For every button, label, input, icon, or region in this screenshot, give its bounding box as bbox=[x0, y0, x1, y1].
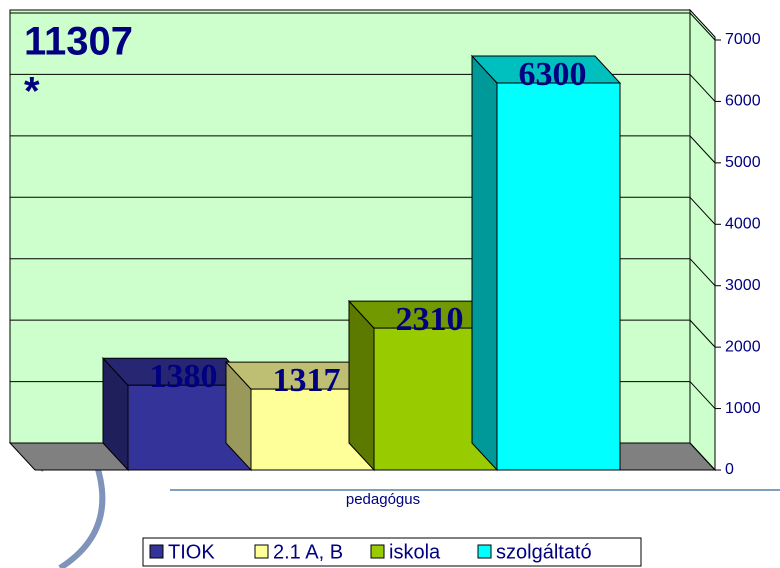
data-label: 1380 bbox=[150, 358, 218, 395]
y-tick-label: 6000 bbox=[725, 93, 761, 110]
legend-label: 2.1 A, B bbox=[273, 541, 343, 563]
grid-line bbox=[689, 258, 716, 287]
y-tick-label: 2000 bbox=[725, 338, 761, 355]
y-tick-label: 0 bbox=[725, 461, 734, 478]
annotation: 11307 bbox=[24, 20, 133, 64]
legend-label: szolgáltató bbox=[496, 541, 592, 563]
data-label: 6300 bbox=[519, 56, 587, 93]
legend bbox=[142, 537, 642, 567]
bar-side bbox=[471, 54, 498, 472]
legend-swatch bbox=[149, 544, 164, 559]
legend-swatch bbox=[477, 544, 492, 559]
grid-line bbox=[689, 442, 716, 471]
y-tick-label: 1000 bbox=[725, 400, 761, 417]
y-tick-label: 4000 bbox=[725, 216, 761, 233]
bar bbox=[496, 82, 621, 471]
data-label: 2310 bbox=[396, 301, 464, 338]
data-label: 1317 bbox=[273, 362, 341, 399]
legend-swatch bbox=[254, 544, 269, 559]
grid-line bbox=[689, 74, 716, 102]
legend-label: TIOK bbox=[168, 541, 215, 563]
legend-label: iskola bbox=[389, 541, 441, 563]
grid-line bbox=[689, 381, 716, 409]
grid-line bbox=[689, 135, 716, 164]
grid-line bbox=[689, 12, 716, 41]
annotation: * bbox=[24, 70, 40, 114]
x-tick-label: pedagógus bbox=[346, 491, 420, 508]
y-tick-label: 5000 bbox=[725, 154, 761, 171]
grid-line bbox=[689, 319, 716, 348]
decoration bbox=[58, 458, 106, 568]
grid-line bbox=[689, 196, 716, 225]
y-tick-label: 7000 bbox=[725, 31, 761, 48]
y-tick-label: 3000 bbox=[725, 277, 761, 294]
legend-swatch bbox=[370, 544, 385, 559]
bar-side bbox=[348, 299, 375, 472]
